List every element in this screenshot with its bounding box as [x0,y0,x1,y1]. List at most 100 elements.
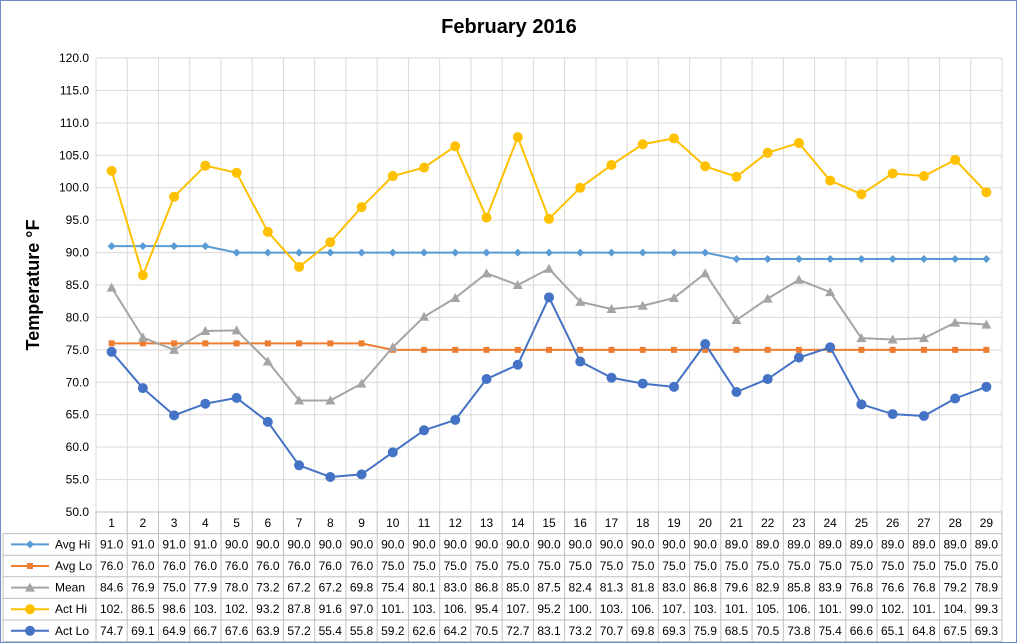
data-table-cell: 90.0 [475,537,499,551]
data-point [762,374,773,385]
data-point [606,160,617,171]
data-point [106,346,117,357]
data-point [952,346,959,353]
y-tick-label: 100.0 [59,181,89,195]
data-table-cell: 70.5 [756,624,780,638]
data-point [918,333,929,343]
data-point [982,255,991,264]
data-point [701,248,710,257]
data-table-cell: 76.0 [319,559,343,573]
data-point [107,242,116,251]
data-table-cell: 79.2 [943,581,967,595]
grid-lines [95,57,1003,513]
data-point [670,346,677,353]
data-point [950,154,961,165]
legend-label: Mean [55,581,85,595]
y-tick-label: 75.0 [66,343,90,357]
data-point [450,292,461,302]
data-table-cell: 75.0 [631,559,655,573]
series-line [110,296,987,478]
data-table-cell: 64.2 [444,624,468,638]
data-point [296,340,303,347]
data-point [733,346,740,353]
data-table-cell: 72.7 [506,624,530,638]
data-point [637,139,648,150]
data-point [483,346,490,353]
data-point [294,261,305,272]
data-table-cell: 86.8 [475,581,499,595]
data-point [825,342,836,353]
data-table-cell: 76.0 [162,559,186,573]
data-point [481,268,492,278]
data-table-cell: 75.0 [912,559,936,573]
data-table-cell: 82.9 [756,581,780,595]
data-table-cell: 75.4 [381,581,405,595]
data-point [262,416,273,427]
data-point [419,162,430,173]
x-tick-label: 16 [574,516,588,530]
x-tick-label: 1 [108,516,115,530]
data-point [106,282,117,292]
x-tick-label: 14 [511,516,525,530]
data-table-cell: 101. [818,602,841,616]
data-table-cell: 75.0 [756,559,780,573]
data-point [702,346,709,353]
y-tick-label: 120.0 [59,51,89,65]
x-tick-label: 22 [761,516,775,530]
data-table: 1 2 3 4 5 6 7 8 9 10 11 12 13 14 15 16 17 18 19 20 21 22 23 24 2… [2,511,1003,642]
data-table-cell: 101. [725,602,748,616]
data-point [668,133,679,144]
data-table-cell: 106. [631,602,654,616]
data-point [262,356,273,366]
data-table-cell: 78.0 [225,581,249,595]
data-point [137,270,148,281]
data-table-cell: 90.0 [537,537,561,551]
data-table-cell: 102. [881,602,904,616]
x-tick-label: 7 [296,516,303,530]
series-avg-hi [107,242,991,264]
series-act-lo [106,292,992,482]
data-table-cell: 89.0 [850,537,874,551]
data-point [575,182,586,193]
data-table-cell: 90.0 [319,537,343,551]
data-table-cell: 103. [694,602,717,616]
data-table-cell: 67.2 [287,581,311,595]
data-table-cell: 89.0 [787,537,811,551]
series-mean [106,263,992,405]
data-table-cell: 90.0 [412,537,436,551]
data-point [858,346,865,353]
data-point [920,346,927,353]
data-point [793,137,804,148]
y-tick-label: 60.0 [66,440,90,454]
data-table-cell: 97.0 [350,602,374,616]
data-table-cell: 73.8 [787,624,811,638]
data-point [856,333,867,343]
data-table-cell: 75.0 [694,559,718,573]
data-point [294,460,305,471]
x-tick-label: 29 [980,516,994,530]
data-point [202,340,209,347]
data-point [637,300,648,310]
data-point [169,410,180,421]
data-table-cell: 91.0 [194,537,218,551]
data-point [951,255,960,264]
data-point [794,255,803,264]
data-point [545,248,553,257]
data-point [606,372,617,383]
data-point [327,340,334,347]
y-tick-label: 50.0 [66,505,90,519]
x-tick-label: 28 [948,516,962,530]
data-point [450,414,461,425]
data-table-cell: 76.9 [131,581,155,595]
data-table-cell: 89.0 [975,537,999,551]
data-point [326,248,335,257]
data-point [325,395,336,405]
data-table-cell: 75.0 [506,559,530,573]
data-table-cell: 90.0 [225,537,249,551]
data-point [512,280,523,289]
data-table-cell: 69.3 [662,624,686,638]
legend-key-marker [27,563,33,569]
data-table-cell: 73.2 [569,624,593,638]
